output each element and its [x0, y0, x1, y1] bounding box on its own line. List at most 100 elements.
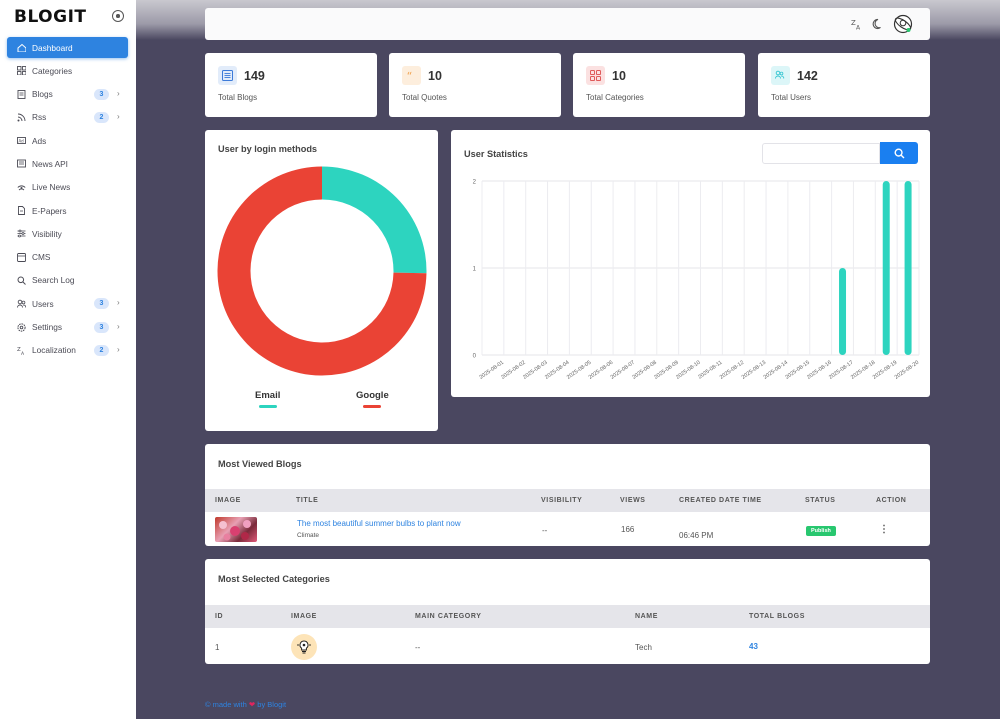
column-header-created-date-time[interactable]: CREATED DATE TIME — [679, 497, 762, 504]
pie-slice-email[interactable] — [322, 166, 427, 274]
brand-logo[interactable]: BLOGIT — [14, 7, 87, 27]
count-badge: 3 — [94, 298, 109, 310]
sliders-icon — [17, 229, 26, 238]
sidebar-item-live-news[interactable]: Live News — [7, 177, 128, 198]
stat-card-total-categories: 10 Total Categories — [573, 53, 745, 117]
footer-prefix: © made with — [205, 700, 247, 709]
search-icon — [893, 147, 904, 158]
chevron-right-icon: › — [117, 344, 120, 354]
blog-list-icon — [218, 66, 237, 85]
users-icon — [771, 66, 790, 85]
sidebar-item-localization[interactable]: Z A Localization 2 › — [7, 340, 128, 361]
column-header-visibility[interactable]: VISIBILITY — [541, 497, 583, 504]
category-main: -- — [415, 643, 421, 652]
heart-icon: ❤ — [248, 700, 256, 709]
sidebar-item-label: Categories — [32, 65, 73, 76]
stat-value: 10 — [612, 69, 626, 83]
lightbulb-icon — [297, 640, 311, 654]
donut-chart — [217, 166, 427, 376]
column-header-total-blogs[interactable]: TOTAL BLOGS — [749, 613, 805, 620]
column-header-image[interactable]: IMAGE — [291, 613, 317, 620]
rss-icon — [17, 113, 26, 122]
sidebar-item-label: Localization — [32, 345, 76, 356]
legend-swatch — [363, 405, 382, 408]
bar-2025-08-17[interactable] — [839, 268, 847, 355]
column-header-action[interactable]: ACTION — [876, 497, 907, 504]
gear-icon — [17, 322, 26, 332]
panel-title: Most Viewed Blogs — [218, 459, 302, 469]
sidebar-item-label: Users — [32, 298, 54, 309]
bar-2025-08-20[interactable] — [904, 181, 912, 355]
stat-label: Total Categories — [586, 93, 644, 102]
column-header-image[interactable]: IMAGE — [215, 497, 241, 504]
sidebar-item-label: Live News — [32, 182, 71, 193]
table-header: ID IMAGE MAIN CATEGORY NAME TOTAL BLOGS — [205, 605, 930, 628]
sidebar-item-blogs[interactable]: Blogs 3 › — [7, 84, 128, 105]
sidebar-item-label: Dashboard — [32, 42, 73, 53]
stat-card-total-users: 142 Total Users — [758, 53, 930, 117]
statistics-search-button[interactable] — [880, 142, 918, 164]
quote-icon: “ — [402, 66, 421, 85]
pie-slice-google[interactable] — [217, 166, 427, 376]
sidebar-item-search-log[interactable]: Search Log — [7, 270, 128, 291]
sidebar-item-label: Rss — [32, 112, 47, 123]
sidebar-item-ads[interactable]: Ad Ads — [7, 130, 128, 151]
chevron-right-icon: › — [117, 321, 120, 331]
chevron-right-icon: › — [117, 111, 120, 121]
sidebar-item-cms[interactable]: CMS — [7, 247, 128, 268]
bar-2025-08-19[interactable] — [882, 181, 890, 355]
stat-card-total-blogs: 149 Total Blogs — [205, 53, 377, 117]
count-badge: 3 — [94, 88, 109, 100]
sidebar-item-users[interactable]: Users 3 › — [7, 293, 128, 314]
sidebar-item-label: Blogs — [32, 89, 53, 100]
document-icon — [17, 89, 26, 99]
blog-thumbnail[interactable] — [215, 517, 257, 542]
more-actions-icon[interactable]: ⋮ — [879, 524, 889, 535]
sidebar-item-label: Ads — [32, 135, 47, 146]
category-total-blogs[interactable]: 43 — [749, 642, 758, 651]
footer-suffix[interactable]: by Blogit — [257, 700, 287, 709]
blog-title-link[interactable]: The most beautiful summer bulbs to plant… — [297, 519, 461, 528]
y-tick-label: 2 — [473, 180, 477, 186]
sidebar-item-label: Visibility — [32, 228, 62, 239]
moon-icon[interactable] — [871, 17, 885, 31]
legend-item-email[interactable]: Email — [255, 390, 280, 408]
column-header-status[interactable]: STATUS — [805, 497, 836, 504]
cms-icon — [17, 252, 26, 262]
broadcast-icon — [17, 183, 26, 192]
column-header-name[interactable]: NAME — [635, 613, 659, 620]
y-tick-label: 1 — [473, 267, 477, 273]
stat-card-total-quotes: “ 10 Total Quotes — [389, 53, 561, 117]
sidebar-item-rss[interactable]: Rss 2 › — [7, 107, 128, 128]
column-header-views[interactable]: VIEWS — [620, 497, 646, 504]
svg-text:A: A — [856, 25, 861, 31]
category-name: Tech — [635, 643, 652, 652]
statistics-search-input[interactable] — [762, 143, 880, 164]
avatar-icon[interactable] — [893, 14, 913, 34]
chevron-right-icon: › — [117, 88, 120, 98]
sidebar-item-dashboard[interactable]: Dashboard — [7, 37, 128, 58]
collapse-sidebar-button[interactable] — [112, 10, 124, 22]
footer: © made with ❤ by Blogit — [205, 700, 286, 709]
sidebar-item-label: News API — [32, 158, 68, 169]
categories-icon — [586, 66, 605, 85]
legend-item-google[interactable]: Google — [356, 390, 389, 408]
blog-visibility: -- — [542, 526, 548, 535]
sidebar-item-label: Settings — [32, 322, 62, 333]
sidebar-item-settings[interactable]: Settings 3 › — [7, 317, 128, 338]
sidebar-item-categories[interactable]: Categories — [7, 60, 128, 81]
svg-text:Z: Z — [17, 347, 21, 353]
sidebar-item-visibility[interactable]: Visibility — [7, 223, 128, 244]
column-header-id[interactable]: ID — [215, 613, 224, 620]
sidebar-item-e-papers[interactable]: E-Papers — [7, 200, 128, 221]
column-header-main-category[interactable]: MAIN CATEGORY — [415, 613, 482, 620]
stat-value: 10 — [428, 69, 442, 83]
stat-value: 142 — [797, 69, 818, 83]
stat-label: Total Users — [771, 93, 812, 102]
column-header-title[interactable]: TITLE — [296, 497, 319, 504]
blog-views: 166 — [621, 525, 635, 534]
sidebar-item-label: Search Log — [32, 275, 75, 286]
sidebar-item-news-api[interactable]: News API — [7, 153, 128, 174]
